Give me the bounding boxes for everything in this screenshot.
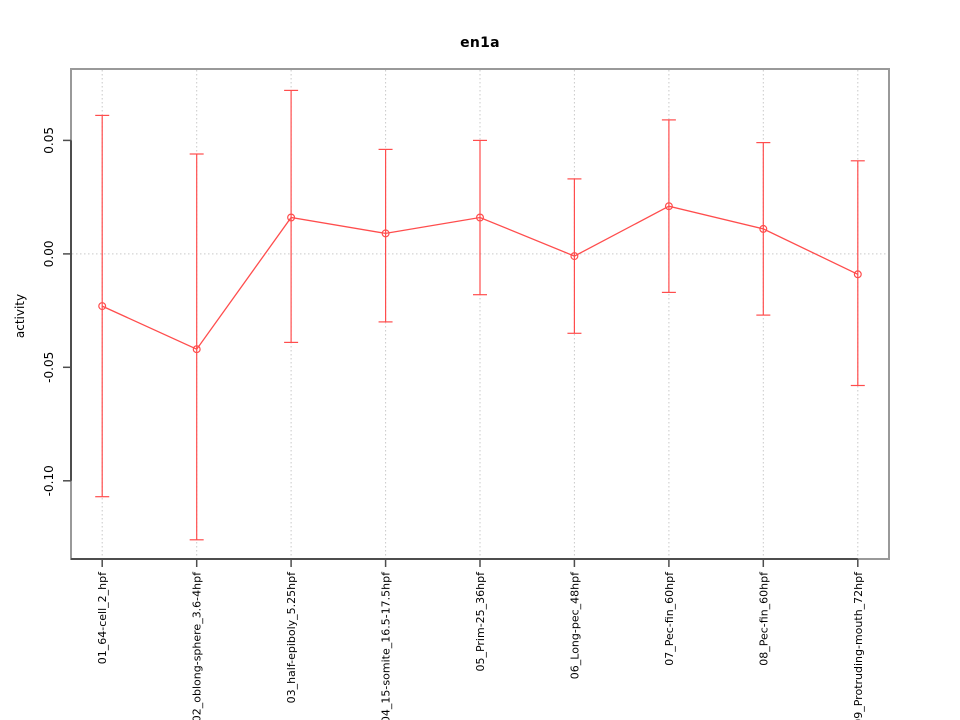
data-point — [476, 213, 485, 222]
y-tick-label: 0.00 — [42, 241, 56, 268]
data-point — [664, 202, 673, 211]
y-tick-label: 0.05 — [42, 127, 56, 154]
data-point — [570, 252, 579, 261]
data-point — [192, 345, 201, 354]
data-point — [759, 224, 768, 233]
x-tick-label: 03_half-epiboly_5.25hpf — [285, 571, 298, 704]
series-line — [101, 205, 859, 351]
x-tick-label: 07_Pec-fin_60hpf — [663, 571, 676, 666]
y-tick-label: -0.10 — [42, 465, 56, 496]
x-tick-label: 06_Long-pec_48hpf — [568, 571, 581, 679]
x-tick-label: 05_Prim-25_36hpf — [474, 571, 487, 672]
data-point — [853, 270, 862, 279]
error-bar — [284, 89, 299, 343]
data-point — [381, 229, 390, 238]
x-tick-label: 01_64-cell_2_hpf — [96, 571, 109, 664]
x-tick-label: 09_Protruding-mouth_72hpf — [852, 571, 865, 720]
error-bar — [850, 160, 865, 387]
x-tick-label: 08_Pec-fin_60hpf — [757, 571, 770, 666]
data-point — [98, 302, 107, 311]
error-bar — [95, 114, 110, 498]
data-point — [287, 213, 296, 222]
error-bar — [189, 153, 204, 541]
x-tick-label: 02_oblong-sphere_3.6-4hpf — [191, 571, 204, 720]
error-bar — [378, 148, 393, 323]
chart-title: en1a — [460, 35, 500, 51]
x-tick-label: 04_15-somite_16.5-17.5hpf — [380, 571, 393, 720]
y-tick-label: -0.05 — [42, 352, 56, 383]
